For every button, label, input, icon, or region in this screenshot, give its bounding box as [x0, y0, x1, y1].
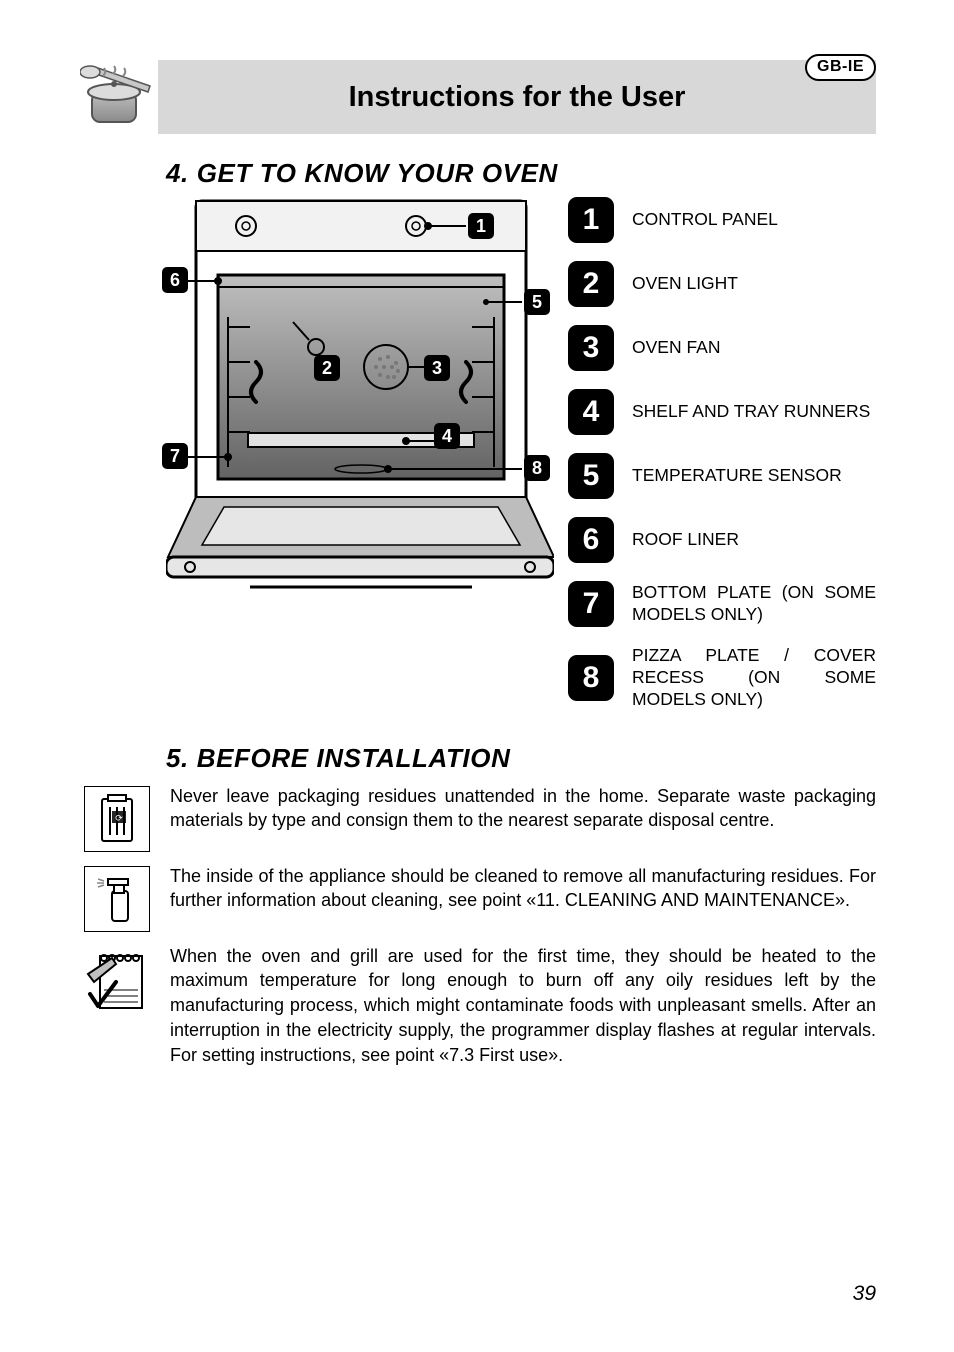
legend-text-7: BOTTOM PLATE (ON SOME MODELS ONLY) — [632, 582, 876, 626]
page: Instructions for the User GB-IE 4. GET T… — [0, 0, 954, 1352]
legend-text-6: ROOF LINER — [632, 529, 739, 551]
header-title: Instructions for the User — [349, 81, 686, 114]
legend-row-4: 4 SHELF AND TRAY RUNNERS — [568, 389, 876, 435]
callout-badge-7: 7 — [162, 443, 188, 469]
cooking-icon — [78, 60, 158, 134]
legend-row-5: 5 TEMPERATURE SENSOR — [568, 453, 876, 499]
legend-row-8: 8 PIZZA PLATE / COVER RECESS (ON SOME MO… — [568, 645, 876, 711]
legend-badge-2: 2 — [568, 261, 614, 307]
legend-text-4: SHELF AND TRAY RUNNERS — [632, 401, 870, 423]
callout-badge-4: 4 — [434, 423, 460, 449]
legend-badge-4: 4 — [568, 389, 614, 435]
spray-bottle-icon — [82, 864, 152, 932]
legend-row-6: 6 ROOF LINER — [568, 517, 876, 563]
legend-badge-6: 6 — [568, 517, 614, 563]
legend-row-2: 2 OVEN LIGHT — [568, 261, 876, 307]
legend-text-3: OVEN FAN — [632, 337, 721, 359]
callout-badge-1: 1 — [468, 213, 494, 239]
oven-illustration — [166, 197, 554, 621]
para-2-text: The inside of the appliance should be cl… — [170, 864, 876, 914]
callout-badge-3: 3 — [424, 355, 450, 381]
legend-row-7: 7 BOTTOM PLATE (ON SOME MODELS ONLY) — [568, 581, 876, 627]
para-block-1: ⟳ Never leave packaging residues unatten… — [82, 784, 876, 852]
oven-diagram: 1 2 3 4 5 6 7 8 — [166, 197, 554, 621]
note-checklist-icon — [82, 944, 152, 1016]
legend-text-5: TEMPERATURE SENSOR — [632, 465, 842, 487]
legend-badge-3: 3 — [568, 325, 614, 371]
page-number: 39 — [853, 1282, 876, 1306]
oven-legend: 1 CONTROL PANEL 2 OVEN LIGHT 3 OVEN FAN … — [568, 197, 876, 729]
legend-badge-1: 1 — [568, 197, 614, 243]
oven-block: 1 2 3 4 5 6 7 8 1 CONTROL PANEL 2 OVEN L… — [166, 197, 876, 729]
language-badge: GB-IE — [805, 54, 876, 81]
callout-badge-5: 5 — [524, 289, 550, 315]
legend-row-3: 3 OVEN FAN — [568, 325, 876, 371]
para-1-text: Never leave packaging residues unattende… — [170, 784, 876, 834]
header: Instructions for the User GB-IE — [78, 60, 876, 134]
callout-badge-8: 8 — [524, 455, 550, 481]
callout-badge-2: 2 — [314, 355, 340, 381]
section-5-heading: 5. BEFORE INSTALLATION — [166, 743, 876, 774]
legend-text-8: PIZZA PLATE / COVER RECESS (ON SOME MODE… — [632, 645, 876, 711]
svg-text:⟳: ⟳ — [115, 813, 123, 823]
recycle-bin-icon: ⟳ — [82, 784, 152, 852]
legend-badge-5: 5 — [568, 453, 614, 499]
para-3-text: When the oven and grill are used for the… — [170, 944, 876, 1068]
para-block-3: When the oven and grill are used for the… — [82, 944, 876, 1068]
header-title-bar: Instructions for the User — [158, 60, 876, 134]
callout-badge-6: 6 — [162, 267, 188, 293]
legend-text-1: CONTROL PANEL — [632, 209, 778, 231]
legend-badge-7: 7 — [568, 581, 614, 627]
legend-text-2: OVEN LIGHT — [632, 273, 738, 295]
para-block-2: The inside of the appliance should be cl… — [82, 864, 876, 932]
legend-badge-8: 8 — [568, 655, 614, 701]
section-4-heading: 4. GET TO KNOW YOUR OVEN — [166, 158, 876, 189]
legend-row-1: 1 CONTROL PANEL — [568, 197, 876, 243]
